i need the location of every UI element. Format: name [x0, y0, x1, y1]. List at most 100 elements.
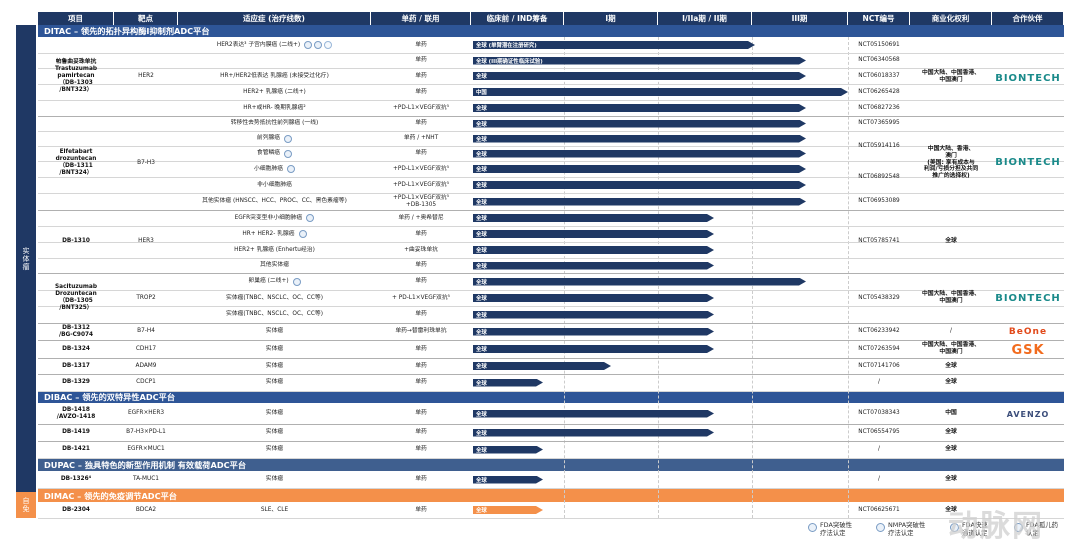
nmpa-btd-icon — [876, 523, 885, 532]
row-indication: 转移性去势抵抗性前列腺癌 (一线) — [178, 116, 371, 131]
row-combo: 单药 — [415, 345, 427, 352]
target-her3: HER3 — [138, 238, 154, 245]
rights-db1329: 全球 — [945, 379, 957, 386]
row-nct: NCT07365995 — [858, 120, 900, 127]
target-egfr-muc1: EGFR×MUC1 — [127, 446, 165, 453]
header-indication: 适应症 (治疗线数) — [178, 12, 371, 25]
target-b7h3-pdl1: B7-H3×PD-L1 — [126, 429, 166, 436]
partner-biontech-db1305: BIONTECH — [995, 292, 1061, 304]
row-indication: 实体瘤(TNBC、NSCLC、OC、CC等) — [178, 306, 371, 323]
phase-progress-bar: 中国 — [473, 88, 848, 96]
drug-db1329: DB-1329 — [62, 379, 90, 386]
phase-progress-bar: 全球 — [473, 120, 806, 128]
designation-badge-icon — [298, 230, 307, 238]
phase-progress-bar: 全球 — [473, 311, 714, 319]
drug-db1303: 帕鲁曲妥珠单抗 Trastuzumab pamirtecan （DB-1303 … — [54, 59, 98, 93]
target-b7h3: B7-H3 — [137, 159, 155, 166]
row-indication: HER2表达³ 子宫内膜癌 (二线+) — [178, 37, 371, 53]
rights-db1418: 中国 — [945, 410, 957, 417]
drug-db2304: DB-2304 — [62, 506, 90, 513]
row-indication-text: 实体瘤 — [265, 410, 284, 417]
designation-badge-icon — [306, 214, 315, 222]
drug-db1324: DB-1324 — [62, 345, 90, 352]
designation-badge-icon — [292, 277, 301, 286]
phase-progress-bar: 全球 (III期确证性临床试验) — [473, 57, 806, 65]
drug-db1310: DB-1310 — [62, 238, 90, 245]
row-indication: 实体瘤 — [178, 358, 371, 374]
row-combo: 单药 — [415, 476, 427, 483]
row-indication: SLE、CLE — [178, 502, 371, 518]
row-indication-text: 实体瘤 — [265, 429, 284, 436]
target-her2: HER2 — [138, 73, 154, 80]
row-indication-text: 卵巢癌 (二线+) — [248, 278, 289, 285]
target-cdh17: CDH17 — [135, 345, 157, 352]
partner-biontech-db1303: BIONTECH — [995, 72, 1061, 84]
row-combo: 单药 — [415, 379, 427, 386]
target-cdcp1: CDCP1 — [136, 379, 156, 386]
side-label-solid-tumor: 实体瘤 — [16, 25, 36, 492]
row-indication-text: HER2表达³ 子宫内膜癌 (二线+) — [216, 41, 301, 48]
row-indication: 实体瘤 — [178, 323, 371, 340]
rights-db1324: 中国大陆、中国香港、 中国澳门 — [922, 342, 980, 355]
phase-progress-bar: 全球 — [473, 72, 806, 80]
phase-progress-bar: 全球 (单臂潜在注册研究) — [473, 41, 755, 49]
row-indication-text: 实体瘤 — [265, 362, 284, 369]
phase-progress-bar: 全球 — [473, 198, 806, 206]
row-indication-text: 前列腺癌 — [256, 135, 281, 142]
nct-her3: NCT05785741 — [858, 238, 900, 245]
legend-fda-fast-track: FDA快速 通道认定 — [950, 521, 988, 537]
row-indication-text: 实体瘤 — [265, 328, 284, 335]
phase-progress-bar: 全球 — [473, 262, 714, 270]
row-combo: 单药 — [415, 262, 427, 269]
partner-gsk-logo: GSK — [1011, 342, 1045, 358]
phase-progress-bar: 全球 — [473, 181, 806, 189]
row-indication-text: 其他实体瘤 (HNSCC、HCC、PROC、CC、黑色素瘤等) — [202, 198, 347, 205]
row-nct: NCT07038343 — [858, 410, 900, 417]
row-combo: 单药 — [415, 446, 427, 453]
row-indication: 实体瘤 — [178, 403, 371, 424]
row-combo: 单药 — [415, 120, 427, 127]
row-nct: NCT07263594 — [858, 345, 900, 352]
row-combo: +曲妥珠单抗 — [404, 246, 438, 253]
target-trop2: TROP2 — [136, 294, 156, 301]
header-target: 靶点 — [114, 12, 178, 25]
row-combo: 单药 — [415, 88, 427, 95]
nct-b7h3-lung: NCT06892548 — [858, 173, 900, 180]
row-indication-text: 转移性去势抵抗性前列腺癌 (一线) — [230, 120, 319, 127]
rights-db1311: 中国大陆、香港、 澳门 (美国: 享有成本与 利润/亏损分担及共同 推广的选择权… — [923, 145, 979, 180]
row-nct: / — [878, 476, 880, 483]
rights-db1305: 中国大陆、中国香港、 中国澳门 — [922, 291, 980, 304]
designation-badge-icon — [284, 134, 293, 143]
drug-db1326: DB-1326⁴ — [60, 476, 92, 483]
rights-db1317: 全球 — [945, 362, 957, 369]
row-nct: / — [878, 379, 880, 386]
row-indication: 卵巢癌 (二线+) — [178, 273, 371, 290]
row-nct: / — [878, 446, 880, 453]
phase-progress-bar: 全球 — [473, 104, 806, 112]
legend-fda-orphan: FDA孤儿药 认定 — [1014, 521, 1058, 537]
designation-badge-icon — [287, 165, 295, 173]
row-combo: +PD-L1×VEGF双抗⁵ — [392, 104, 450, 111]
rights-db1303: 中国大陆、中国香港、 中国澳门 — [922, 69, 980, 83]
drug-db1419: DB-1419 — [62, 429, 90, 436]
phase-progress-bar: 全球 — [473, 362, 611, 370]
designation-badge-icon — [284, 149, 293, 158]
row-indication-text: HER2+ 乳腺癌 (Enhertu经治) — [234, 246, 315, 253]
row-indication: HER2+ 乳腺癌 (Enhertu经治) — [178, 242, 371, 258]
row-indication: 其他实体瘤 (HNSCC、HCC、PROC、CC、黑色素瘤等) — [178, 193, 371, 210]
row-nct: NCT06827236 — [858, 104, 900, 111]
row-combo: 单药 — [415, 410, 427, 417]
row-indication: 前列腺癌 — [178, 131, 371, 146]
phase-progress-bar: 全球 — [473, 214, 714, 222]
drug-db1421: DB-1421 — [62, 446, 90, 453]
row-indication-text: 实体瘤 — [265, 379, 284, 386]
rights-db1312: / — [950, 328, 952, 335]
row-combo: 单药 / +奥希替尼 — [398, 214, 444, 221]
header-phase3: III期 — [752, 12, 848, 25]
phase-progress-bar: 全球 — [473, 345, 714, 353]
row-indication-text: 实体瘤(TNBC、NSCLC、OC、CC等) — [226, 294, 323, 301]
phase-progress-bar: 全球 — [473, 476, 543, 484]
header-phase1: I期 — [564, 12, 658, 25]
row-indication: 实体瘤 — [178, 340, 371, 358]
legend-fda-btd: FDA突破性 疗法认定 — [808, 521, 852, 537]
